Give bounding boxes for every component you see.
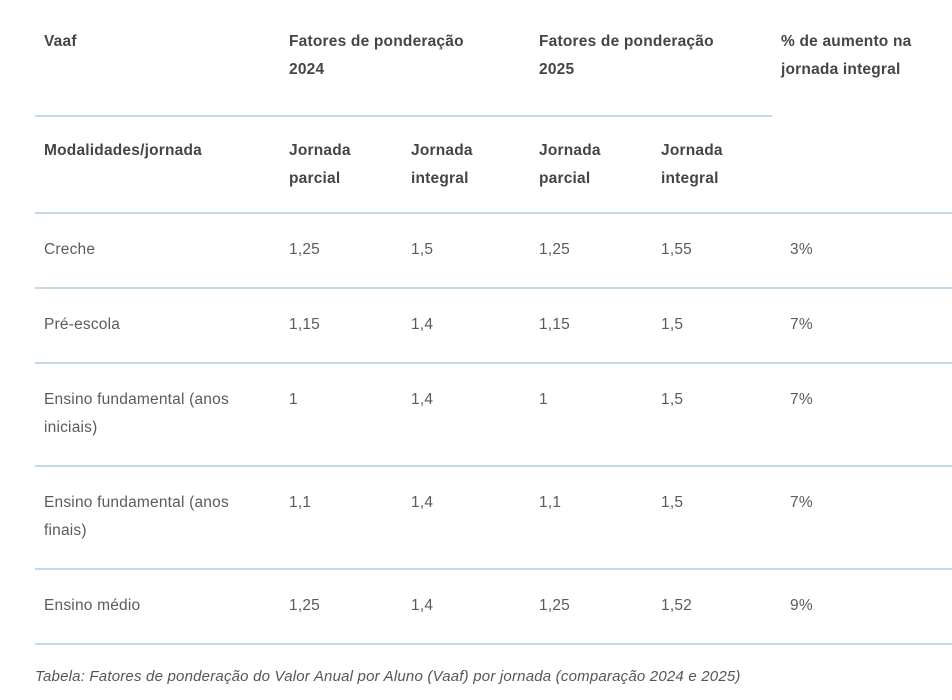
cell-parcial-2025: 1,25 — [530, 213, 652, 289]
cell-parcial-2025: 1,1 — [530, 466, 652, 570]
cell-parcial-2024: 1,1 — [280, 466, 402, 570]
table-row: Pré-escola 1,15 1,4 1,15 1,5 7% — [35, 288, 952, 364]
header-jornada-integral-2024: Jornada integral — [402, 116, 530, 214]
cell-parcial-2024: 1,25 — [280, 569, 402, 645]
header-fatores-2025: Fatores de ponderação 2025 — [530, 0, 772, 117]
cell-parcial-2024: 1 — [280, 363, 402, 467]
header-jornada-integral-2024-line2: integral — [411, 170, 469, 187]
cell-integral-2024: 1,4 — [402, 288, 530, 364]
cell-integral-2025: 1,52 — [652, 569, 772, 645]
header-fatores-2025-line2: 2025 — [539, 61, 575, 78]
header-jornada-parcial-2025-line1: Jornada — [539, 142, 601, 159]
header-fatores-2024: Fatores de ponderação 2024 — [280, 0, 530, 117]
cell-parcial-2024: 1,25 — [280, 213, 402, 289]
header-fatores-2024-line1: Fatores de ponderação — [289, 33, 464, 50]
header-jornada-parcial-2025-line2: parcial — [539, 170, 591, 187]
table-body: Creche 1,25 1,5 1,25 1,55 3% Pré-escola … — [35, 213, 952, 645]
table-row: Creche 1,25 1,5 1,25 1,55 3% — [35, 213, 952, 289]
header-jornada-parcial-2024-line1: Jornada — [289, 142, 351, 159]
cell-aumento: 3% — [772, 213, 952, 289]
table-row: Ensino fundamental (anos iniciais) 1 1,4… — [35, 363, 952, 467]
header-jornada-parcial-2024: Jornada parcial — [280, 116, 402, 214]
table-row: Ensino fundamental (anos finais) 1,1 1,4… — [35, 466, 952, 570]
header-jornada-integral-2025: Jornada integral — [652, 116, 772, 214]
header-jornada-integral-2025-line1: Jornada — [661, 142, 723, 159]
header-jornada-parcial-2024-line2: parcial — [289, 170, 341, 187]
header-aumento-jornada-integral: % de aumento na jornada integral — [772, 0, 952, 214]
cell-parcial-2024: 1,15 — [280, 288, 402, 364]
table-row: Ensino médio 1,25 1,4 1,25 1,52 9% — [35, 569, 952, 645]
cell-integral-2025: 1,5 — [652, 363, 772, 467]
vaaf-weighting-table: Vaaf Fatores de ponderação 2024 Fatores … — [35, 0, 952, 645]
header-modalidades-jornada: Modalidades/jornada — [35, 116, 280, 214]
cell-modalidade: Ensino fundamental (anos finais) — [35, 466, 280, 570]
cell-aumento: 7% — [772, 288, 952, 364]
cell-integral-2024: 1,4 — [402, 363, 530, 467]
header-vaaf: Vaaf — [35, 0, 280, 117]
header-fatores-2025-line1: Fatores de ponderação — [539, 33, 714, 50]
table-header: Vaaf Fatores de ponderação 2024 Fatores … — [35, 0, 952, 214]
cell-integral-2024: 1,4 — [402, 466, 530, 570]
cell-parcial-2025: 1,25 — [530, 569, 652, 645]
header-jornada-integral-2024-line1: Jornada — [411, 142, 473, 159]
cell-parcial-2025: 1,15 — [530, 288, 652, 364]
header-sub-row: Modalidades/jornada Jornada parcial Jorn… — [35, 116, 952, 214]
cell-integral-2025: 1,5 — [652, 288, 772, 364]
cell-modalidade: Ensino fundamental (anos iniciais) — [35, 363, 280, 467]
header-fatores-2024-line2: 2024 — [289, 61, 325, 78]
table-caption: Tabela: Fatores de ponderação do Valor A… — [35, 668, 741, 685]
cell-aumento: 7% — [772, 363, 952, 467]
cell-modalidade: Creche — [35, 213, 280, 289]
cell-integral-2025: 1,5 — [652, 466, 772, 570]
header-aumento-line2: jornada integral — [781, 61, 901, 78]
cell-integral-2024: 1,4 — [402, 569, 530, 645]
cell-integral-2024: 1,5 — [402, 213, 530, 289]
cell-parcial-2025: 1 — [530, 363, 652, 467]
cell-modalidade: Pré-escola — [35, 288, 280, 364]
header-aumento-line1: % de aumento na — [781, 33, 912, 50]
cell-aumento: 7% — [772, 466, 952, 570]
cell-aumento: 9% — [772, 569, 952, 645]
header-group-row: Vaaf Fatores de ponderação 2024 Fatores … — [35, 0, 952, 214]
header-jornada-integral-2025-line2: integral — [661, 170, 719, 187]
cell-modalidade: Ensino médio — [35, 569, 280, 645]
header-jornada-parcial-2025: Jornada parcial — [530, 116, 652, 214]
cell-integral-2025: 1,55 — [652, 213, 772, 289]
